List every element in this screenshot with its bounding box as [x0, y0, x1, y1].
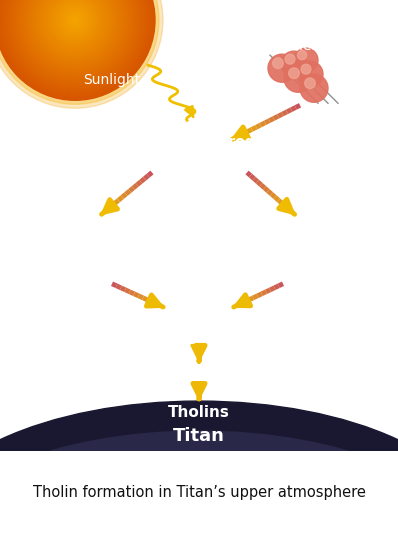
Circle shape	[305, 78, 315, 89]
Circle shape	[41, 0, 109, 54]
Circle shape	[35, 0, 115, 60]
Text: Tholins: Tholins	[168, 405, 230, 420]
Text: C₂H₅⁺,HCNH⁺,
CH₅⁺,C₄N₅⁺: C₂H₅⁺,HCNH⁺, CH₅⁺,C₄N₅⁺	[270, 242, 356, 271]
Ellipse shape	[0, 461, 398, 534]
Circle shape	[31, 0, 119, 64]
Text: Molecular Nitrogen
and Methane: Molecular Nitrogen and Methane	[124, 135, 274, 166]
Circle shape	[21, 0, 129, 74]
Circle shape	[17, 0, 133, 78]
Circle shape	[294, 48, 318, 72]
Circle shape	[23, 0, 127, 72]
Circle shape	[0, 0, 153, 98]
Circle shape	[25, 0, 125, 70]
Circle shape	[285, 54, 295, 64]
Circle shape	[289, 68, 299, 78]
Circle shape	[13, 0, 137, 82]
Circle shape	[69, 14, 81, 26]
Circle shape	[53, 0, 97, 42]
Text: Energetic
Particles: Energetic Particles	[257, 23, 323, 53]
Circle shape	[268, 54, 296, 82]
Text: Benzene (C₆H₆): Benzene (C₆H₆)	[140, 313, 258, 327]
Circle shape	[37, 0, 113, 58]
Circle shape	[61, 6, 89, 34]
Circle shape	[63, 8, 87, 32]
Ellipse shape	[0, 401, 398, 534]
Circle shape	[15, 0, 135, 80]
Circle shape	[59, 4, 91, 36]
Circle shape	[29, 0, 121, 66]
Circle shape	[11, 0, 139, 84]
Text: Dissociation: Dissociation	[34, 225, 130, 240]
Circle shape	[0, 0, 159, 104]
Circle shape	[43, 0, 107, 52]
Circle shape	[0, 0, 151, 96]
Circle shape	[0, 0, 155, 100]
Circle shape	[1, 0, 149, 95]
Circle shape	[284, 64, 312, 92]
Text: Tholin formation in Titan’s upper atmosphere: Tholin formation in Titan’s upper atmosp…	[33, 485, 365, 500]
Circle shape	[51, 0, 99, 44]
Circle shape	[49, 0, 101, 46]
Circle shape	[27, 0, 123, 68]
Circle shape	[9, 0, 141, 86]
Text: Other Complex Organics (100~350 Da): Other Complex Organics (100~350 Da)	[76, 331, 322, 344]
Circle shape	[73, 18, 77, 22]
Text: Titan: Titan	[173, 427, 225, 445]
Circle shape	[45, 0, 105, 50]
Circle shape	[33, 0, 117, 62]
Circle shape	[300, 74, 328, 103]
Circle shape	[273, 58, 283, 68]
Circle shape	[7, 0, 143, 88]
Circle shape	[301, 64, 311, 74]
Circle shape	[55, 0, 95, 40]
Ellipse shape	[0, 431, 398, 534]
Circle shape	[65, 10, 85, 30]
Text: C₂H₂,C₂H₄,
C₂H₆,HCN: C₂H₂,C₂H₄, C₂H₆,HCN	[50, 242, 114, 271]
Ellipse shape	[0, 501, 398, 534]
Text: Sunlight: Sunlight	[84, 73, 140, 87]
Circle shape	[47, 0, 103, 48]
Circle shape	[3, 0, 147, 92]
Circle shape	[57, 2, 93, 38]
Ellipse shape	[0, 481, 398, 534]
Circle shape	[39, 0, 111, 56]
Circle shape	[67, 12, 83, 28]
Text: Ionization: Ionization	[274, 225, 352, 240]
Circle shape	[297, 61, 323, 87]
Circle shape	[5, 0, 145, 90]
Circle shape	[19, 0, 131, 76]
Circle shape	[297, 51, 306, 60]
Circle shape	[281, 51, 307, 77]
Text: Negative Organic Ions (20~8000 Da): Negative Organic Ions (20~8000 Da)	[62, 368, 336, 381]
Circle shape	[0, 0, 163, 108]
Circle shape	[71, 16, 79, 24]
